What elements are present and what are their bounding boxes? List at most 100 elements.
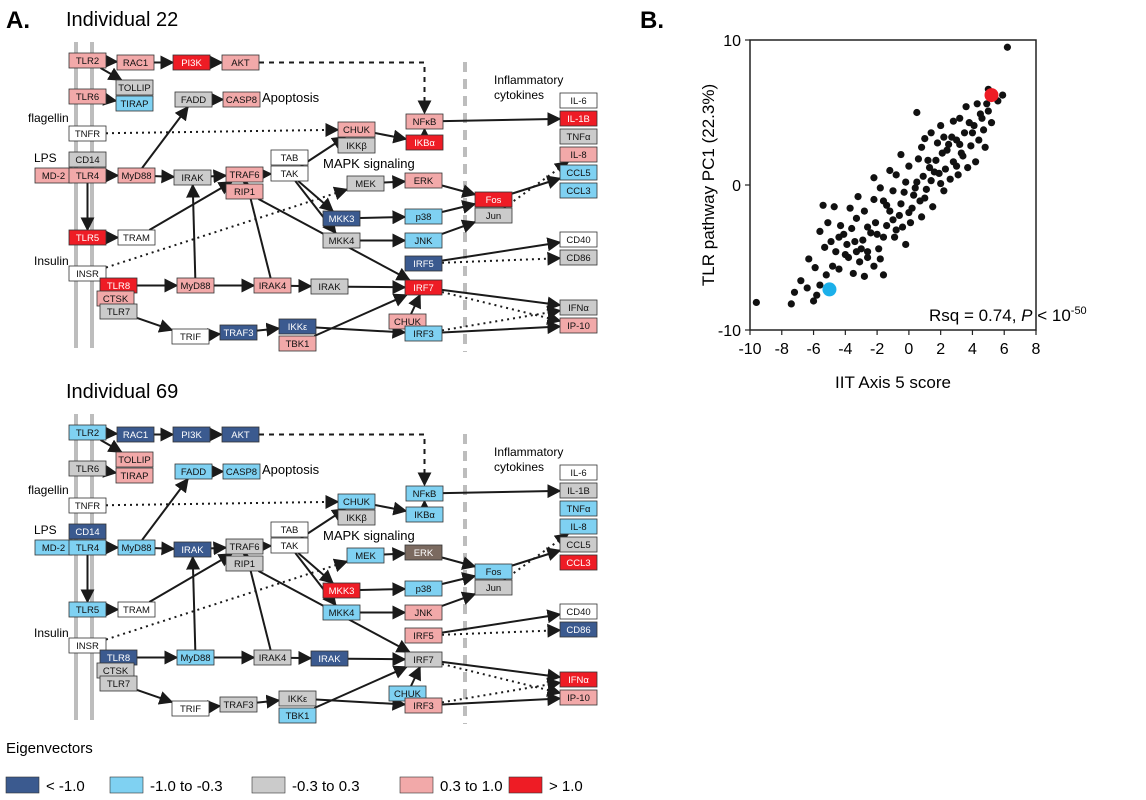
node-box bbox=[270, 521, 309, 538]
node-label: RIP1 bbox=[234, 559, 255, 570]
node-tlr5: TLR5 bbox=[68, 229, 107, 246]
data-point bbox=[822, 271, 830, 279]
node-box bbox=[337, 509, 376, 526]
node-irf5: IRF5 bbox=[404, 627, 443, 644]
x-tick-label: 2 bbox=[936, 341, 945, 358]
node-label: CCL5 bbox=[566, 540, 590, 551]
node-fadd: FADD bbox=[174, 91, 213, 108]
data-point bbox=[972, 158, 980, 166]
node-box bbox=[172, 54, 211, 71]
data-point bbox=[959, 152, 967, 160]
node-tram: TRAM bbox=[117, 601, 156, 618]
data-point bbox=[921, 194, 929, 202]
node-box bbox=[559, 249, 598, 266]
pathway-label: MAPK signaling bbox=[323, 156, 415, 171]
data-point bbox=[913, 108, 921, 117]
data-point bbox=[835, 233, 843, 241]
node-pi3k: PI3K bbox=[172, 426, 211, 443]
x-ticks: -10 -8 -6 -4 -2 0 2 4 6 8 bbox=[738, 330, 1041, 358]
pathway-edge-dotted bbox=[441, 623, 562, 638]
data-point bbox=[876, 255, 884, 263]
pathway-label: LPS bbox=[34, 151, 57, 165]
pathway-label: cytokines bbox=[494, 460, 544, 474]
pathway-edge bbox=[441, 184, 477, 198]
x-tick-label: -2 bbox=[870, 341, 884, 358]
pathway-edge bbox=[148, 181, 233, 231]
node-tbk1: TBK1 bbox=[278, 707, 317, 724]
node-box bbox=[176, 277, 215, 294]
data-point bbox=[809, 297, 818, 305]
data-point bbox=[848, 224, 856, 233]
node-label: JNK bbox=[415, 236, 434, 247]
node-label: PI3K bbox=[181, 430, 202, 441]
node-traf6: TRAF6 bbox=[225, 538, 264, 555]
node-box bbox=[559, 128, 598, 145]
node-rip1: RIP1 bbox=[225, 555, 264, 572]
node-tnfa: TNFα bbox=[559, 128, 598, 145]
data-point bbox=[956, 140, 964, 148]
node-trif: TRIF bbox=[171, 328, 210, 345]
x-tick-label: -10 bbox=[738, 341, 761, 358]
data-point bbox=[889, 187, 897, 195]
node-myd88a: MyD88 bbox=[117, 167, 156, 184]
node-label: TLR8 bbox=[107, 653, 130, 664]
node-jun: Jun bbox=[474, 579, 513, 596]
node-label: IKKβ bbox=[346, 141, 367, 152]
pathway-edge bbox=[141, 105, 189, 169]
node-label: MKK4 bbox=[329, 608, 355, 619]
node-box bbox=[99, 303, 138, 320]
data-point bbox=[929, 203, 937, 211]
node-irf7: IRF7 bbox=[404, 651, 443, 668]
node-tak: TAK bbox=[270, 165, 309, 182]
data-point bbox=[876, 184, 884, 192]
node-nfkb: NFκB bbox=[405, 485, 444, 502]
pathway-edge-dotted bbox=[105, 122, 340, 137]
node-casp8: CASP8 bbox=[222, 463, 261, 480]
data-point bbox=[824, 219, 832, 227]
data-point bbox=[854, 193, 862, 201]
node-label: TLR7 bbox=[107, 307, 130, 318]
node-box bbox=[405, 134, 444, 151]
data-point bbox=[981, 143, 989, 151]
node-box bbox=[68, 539, 107, 556]
node-box bbox=[225, 183, 264, 200]
data-point bbox=[902, 240, 910, 249]
node-label: TLR5 bbox=[76, 605, 99, 616]
data-point bbox=[940, 133, 948, 141]
node-irakb: IRAK bbox=[310, 650, 349, 667]
node-box bbox=[346, 175, 385, 192]
node-label: MKK3 bbox=[329, 586, 355, 597]
legend: Eigenvectors < -1.0 -1.0 to -0.3 -0.3 to 0… bbox=[5, 740, 583, 795]
node-box bbox=[270, 165, 309, 182]
node-box bbox=[559, 536, 598, 553]
node-label: IRAK bbox=[181, 545, 204, 556]
node-box bbox=[559, 554, 598, 571]
node-jun: Jun bbox=[474, 207, 513, 224]
node-box bbox=[404, 232, 443, 249]
node-box bbox=[115, 95, 154, 112]
node-box bbox=[174, 91, 213, 108]
node-label: PI3K bbox=[181, 58, 202, 69]
pathway-edge-dotted bbox=[441, 677, 562, 704]
pathway-edge bbox=[441, 237, 562, 262]
data-point bbox=[846, 204, 854, 212]
data-point bbox=[863, 248, 872, 256]
node-cd14: CD14 bbox=[68, 151, 107, 168]
node-mek: MEK bbox=[346, 547, 385, 564]
pathway-edge bbox=[383, 175, 407, 190]
node-label: CD14 bbox=[75, 155, 99, 166]
panel-b-label: B. bbox=[640, 7, 664, 34]
node-ccl5: CCL5 bbox=[559, 536, 598, 553]
node-label: CCL5 bbox=[566, 168, 590, 179]
data-point bbox=[790, 288, 799, 296]
pathway-edge bbox=[186, 555, 201, 651]
node-ccl5: CCL5 bbox=[559, 164, 598, 181]
pathway-edge bbox=[297, 180, 334, 212]
scatter-plot: -10 -8 -6 -4 -2 0 2 4 6 8 10 0 -10 IIT Axis 5 score… bbox=[699, 33, 1087, 392]
node-erk: ERK bbox=[404, 544, 443, 561]
data-point bbox=[945, 140, 953, 148]
node-label: CD40 bbox=[566, 607, 590, 618]
data-point bbox=[895, 211, 903, 220]
data-point bbox=[856, 258, 864, 266]
